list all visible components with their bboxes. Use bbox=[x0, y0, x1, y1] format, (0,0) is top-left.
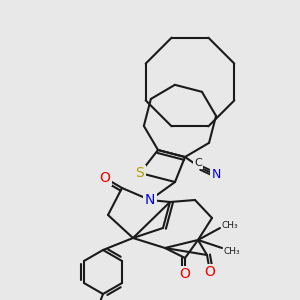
Text: C: C bbox=[194, 158, 202, 168]
Text: N: N bbox=[211, 169, 221, 182]
Text: CH₃: CH₃ bbox=[222, 220, 238, 230]
Text: O: O bbox=[205, 265, 215, 279]
Text: O: O bbox=[180, 267, 190, 281]
Text: O: O bbox=[100, 171, 110, 185]
Text: N: N bbox=[145, 193, 155, 207]
Text: S: S bbox=[136, 166, 144, 180]
Text: CH₃: CH₃ bbox=[224, 247, 241, 256]
